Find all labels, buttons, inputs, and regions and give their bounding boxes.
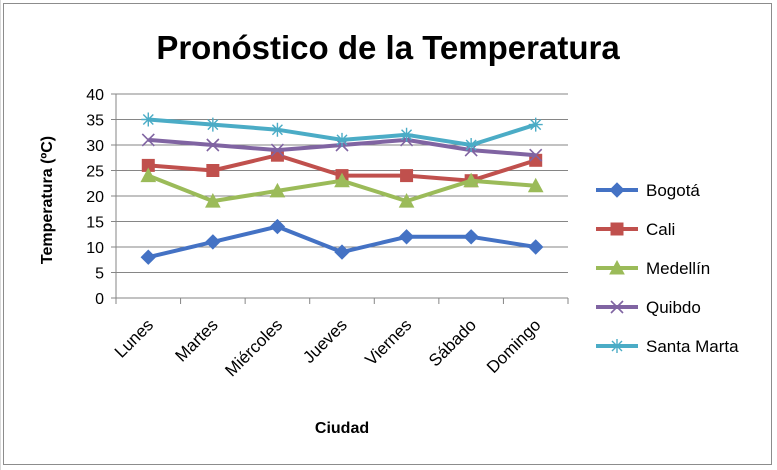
chart-title: Pronóstico de la Temperatura (156, 29, 620, 66)
legend-marker (609, 259, 625, 275)
data-point (463, 172, 479, 188)
x-axis-label: Ciudad (315, 420, 369, 437)
y-tick-label: 5 (95, 266, 104, 283)
y-axis-label: Temperatura (ºC) (39, 136, 56, 264)
data-point (398, 229, 415, 245)
x-tick-label: Viernes (361, 315, 415, 369)
x-tick-label: Sábado (425, 315, 480, 370)
data-point (141, 112, 156, 127)
legend-item: Quibdo (596, 298, 701, 317)
legend-marker (610, 300, 624, 314)
series-bogotá (140, 218, 544, 265)
y-tick-label: 30 (86, 138, 104, 155)
x-tick-label: Lunes (111, 315, 157, 361)
legend-label: Quibdo (646, 298, 701, 317)
x-tick-label: Domingo (483, 315, 545, 377)
data-point (529, 148, 543, 162)
y-tick-label: 40 (86, 87, 104, 104)
data-point (528, 239, 544, 255)
y-tick-label: 0 (95, 291, 104, 308)
data-point (400, 169, 414, 183)
y-tick-label: 15 (86, 215, 104, 232)
x-tick-label: Martes (172, 315, 222, 365)
series-medellín (140, 167, 544, 208)
legend-label: Santa Marta (646, 337, 739, 356)
data-point (464, 138, 479, 152)
x-tick-label: Miércoles (221, 315, 286, 380)
data-point (205, 117, 220, 132)
data-point (206, 138, 220, 152)
data-point (205, 193, 221, 208)
data-point (399, 127, 414, 142)
legend-marker (610, 222, 624, 236)
data-point (141, 133, 155, 147)
x-tick-label: Jueves (299, 315, 351, 367)
data-point (334, 172, 350, 188)
y-tick-label: 20 (86, 189, 104, 206)
data-point (270, 143, 284, 157)
data-point (528, 117, 543, 132)
legend-label: Medellín (646, 259, 710, 278)
legend-label: Cali (646, 220, 675, 239)
legend-label: Bogotá (646, 181, 700, 200)
data-point (270, 122, 285, 137)
legend-item: Medellín (596, 259, 710, 278)
legend: Bogotá Cali Medellín Quibdo Santa Marta (596, 181, 739, 356)
legend-item: Cali (596, 220, 675, 239)
data-point (269, 218, 286, 235)
line-chart: Pronóstico de la Temperatura Temperatura… (39, 29, 739, 437)
data-point (463, 229, 479, 245)
y-tick-label: 10 (86, 240, 104, 257)
data-point (206, 164, 220, 177)
data-point (269, 182, 286, 198)
data-point (140, 167, 157, 183)
data-point (205, 234, 221, 250)
data-point (335, 132, 349, 147)
y-tick-label: 25 (86, 164, 104, 181)
data-point (334, 244, 350, 260)
data-point (140, 249, 156, 265)
data-point (398, 193, 415, 208)
legend-marker (609, 182, 625, 198)
legend-item: Bogotá (596, 181, 700, 200)
series-santa-marta (141, 112, 543, 152)
legend-marker (610, 339, 624, 353)
legend-item: Santa Marta (596, 337, 739, 356)
data-point (527, 177, 544, 193)
plot-area: 0 5 10 15 20 25 30 35 40 Lunes Martes Miércoles Juev… (86, 87, 569, 380)
chart-area[interactable]: Pronóstico de la Temperatura Temperatura… (3, 3, 772, 465)
y-tick-label: 35 (86, 113, 104, 130)
